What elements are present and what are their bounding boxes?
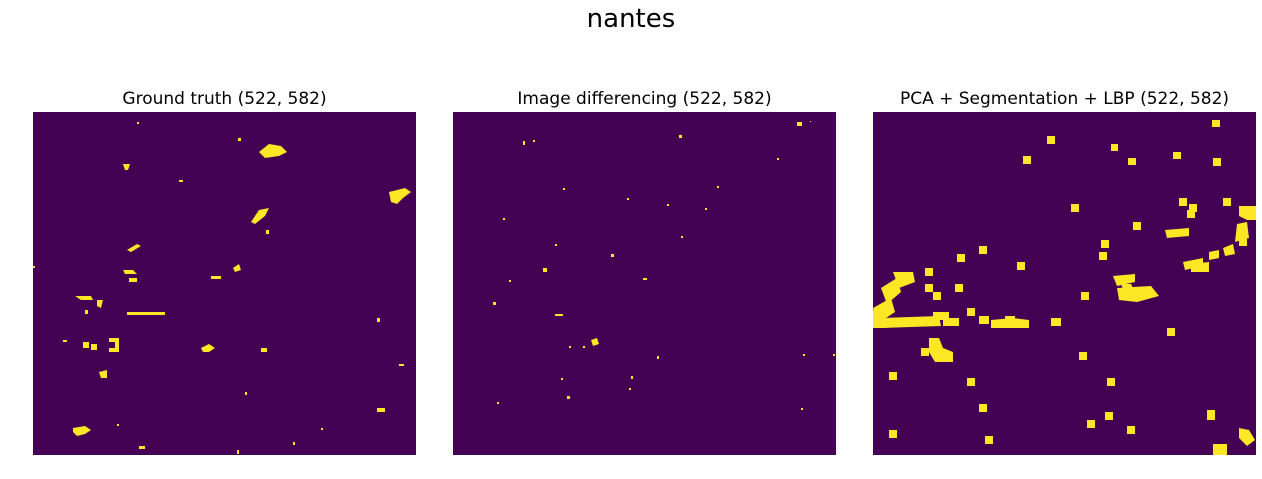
image-differencing-image: [453, 112, 836, 455]
figure-title: nantes: [586, 4, 676, 34]
image-differencing-mask: [493, 121, 835, 410]
panel-title-ground-truth: Ground truth (522, 582): [122, 89, 327, 109]
panel-title-pca-lbp: PCA + Segmentation + LBP (522, 582): [899, 89, 1230, 109]
panel-title-image-differencing: Image differencing (522, 582): [517, 89, 772, 109]
pca-segmentation-lbp-mask: [873, 120, 1256, 455]
ground-truth-image: [33, 112, 416, 455]
pca-segmentation-lbp-image: [873, 112, 1256, 455]
ground-truth-mask: [33, 122, 411, 454]
